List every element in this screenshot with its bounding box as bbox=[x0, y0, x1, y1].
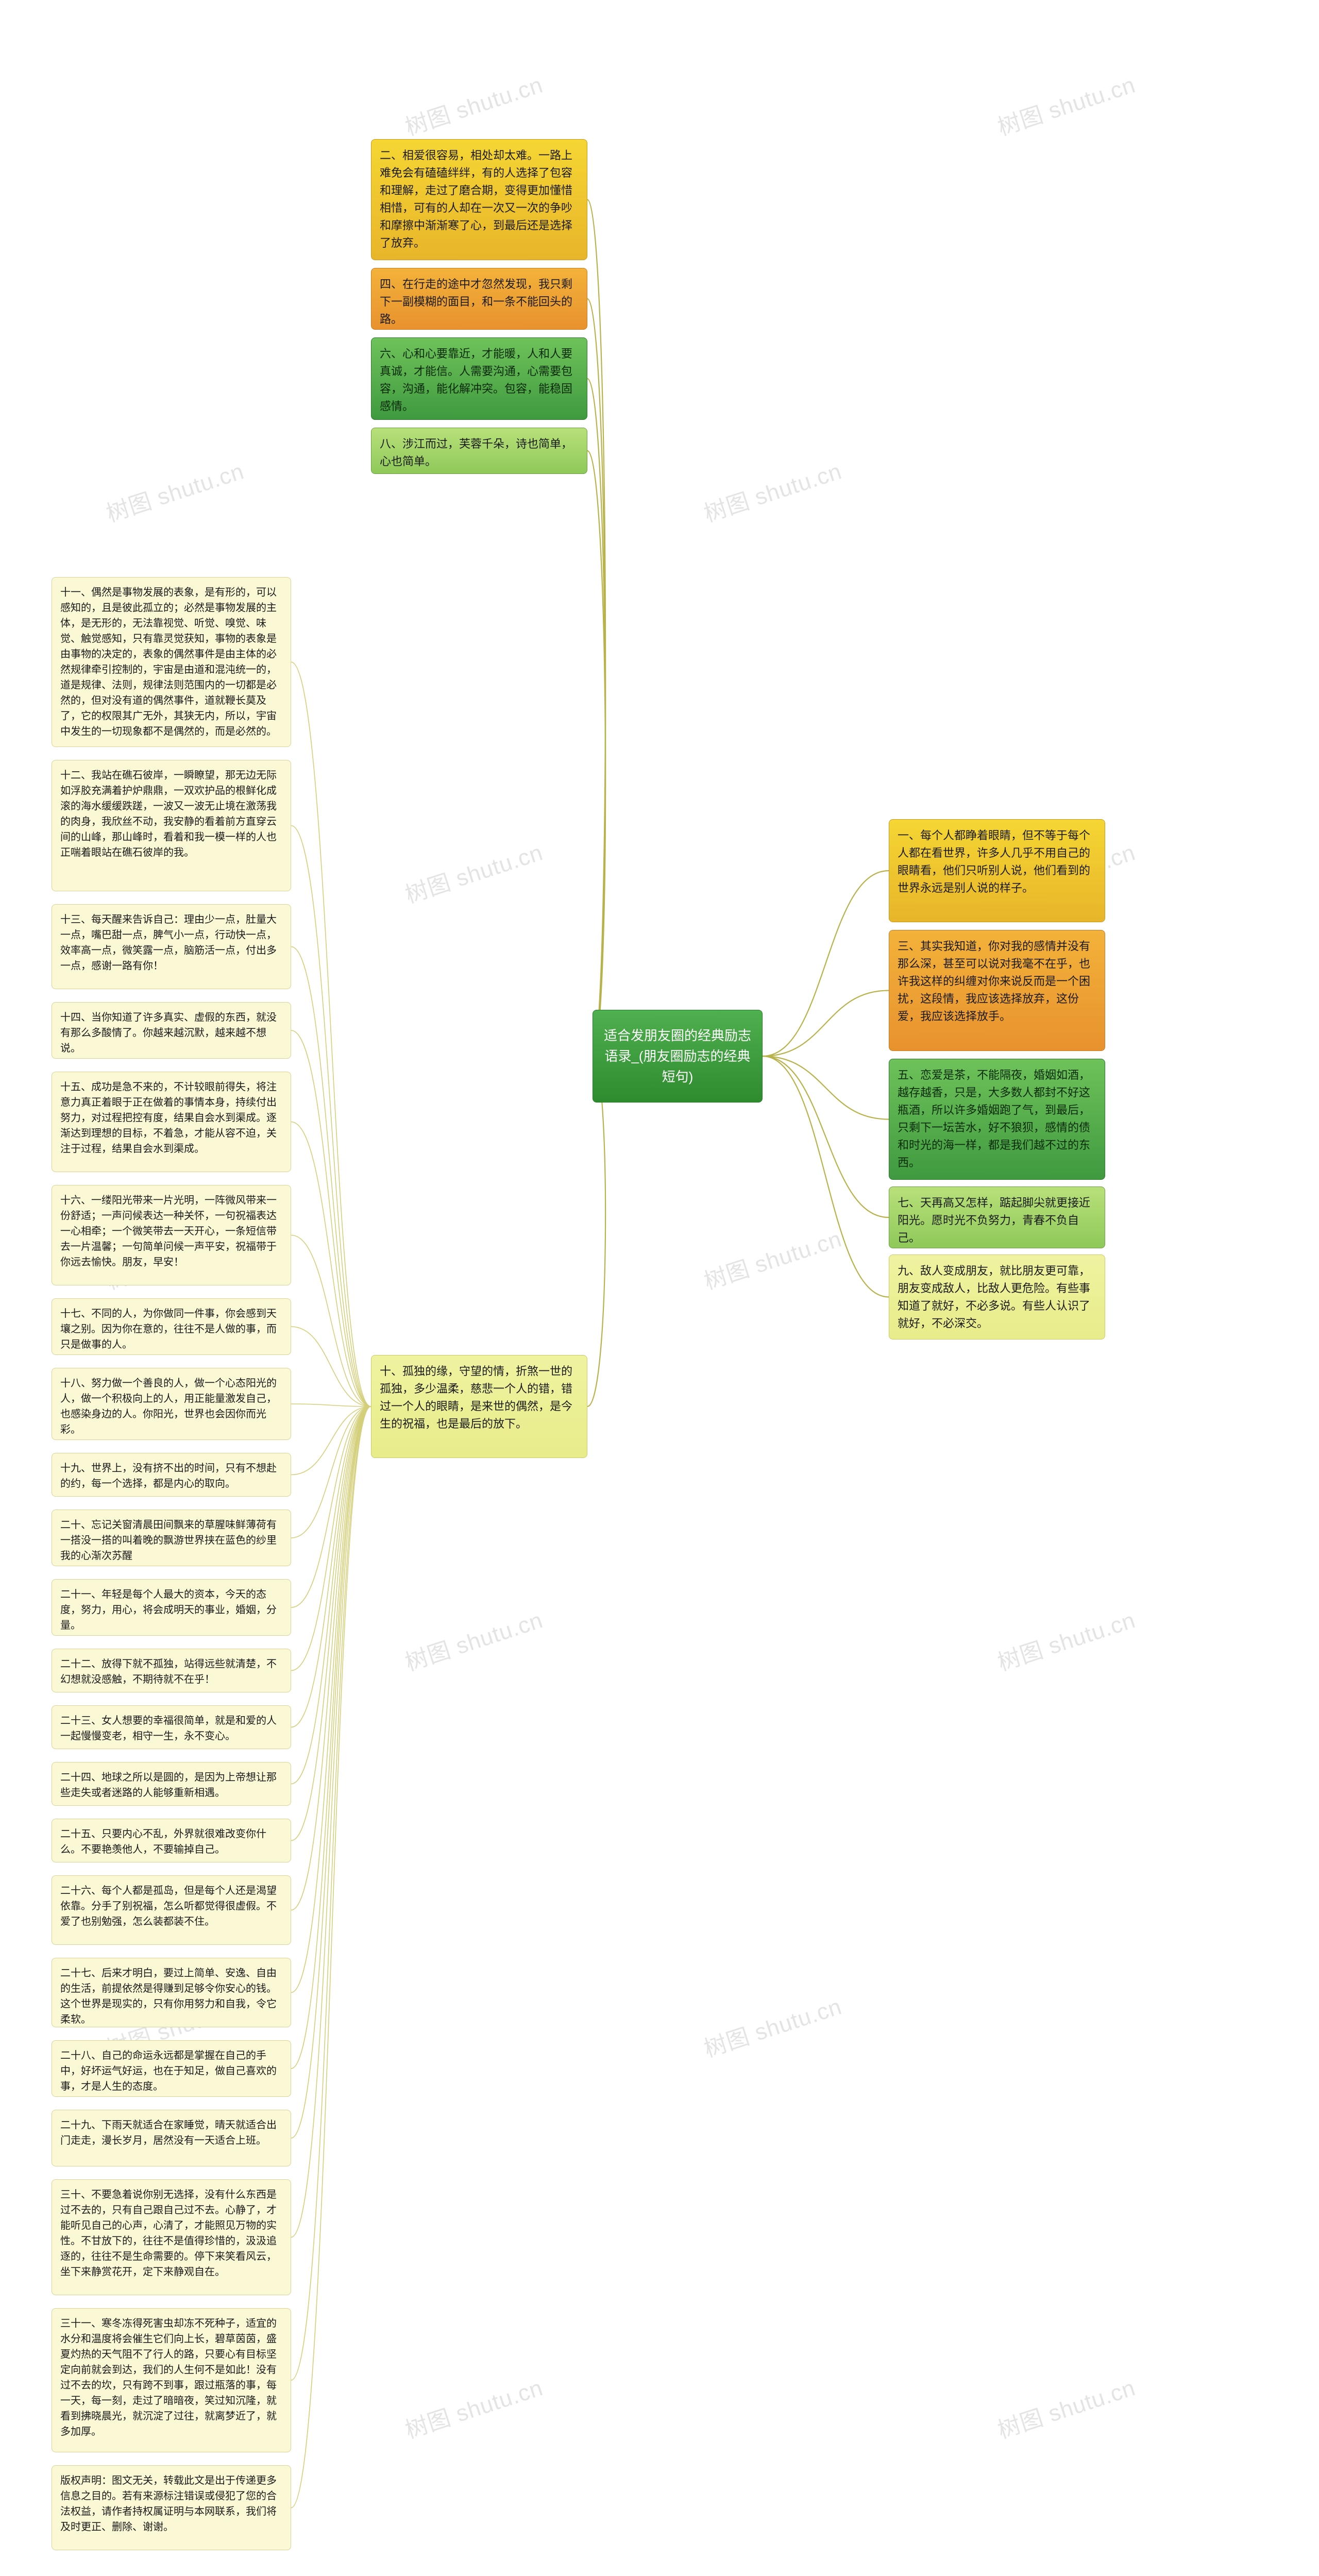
left-top-node-0: 二、相爱很容易，相处却太难。一路上难免会有磕磕绊绊，有的人选择了包容和理解，走过… bbox=[371, 139, 587, 260]
watermark: 树图 shutu.cn bbox=[993, 2369, 1139, 2445]
left-sub-node-17: 二十八、自己的命运永远都是掌握在自己的手中，好坏运气好运，也在于知足，做自己喜欢… bbox=[52, 2040, 291, 2097]
left-sub-node-0: 十一、偶然是事物发展的表象，是有形的，可以感知的，且是彼此孤立的；必然是事物发展… bbox=[52, 577, 291, 747]
left-top-node-1: 四、在行走的途中才忽然发现，我只剩下一副模糊的面目，和一条不能回头的路。 bbox=[371, 268, 587, 330]
watermark: 树图 shutu.cn bbox=[699, 1221, 845, 1296]
left-sub-node-15: 二十六、每个人都是孤岛，但是每个人还是渴望依靠。分手了别祝福，怎么听都觉得很虚假… bbox=[52, 1875, 291, 1945]
left-sub-node-18: 二十九、下雨天就适合在家睡觉，晴天就适合出门走走，漫长岁月，居然没有一天适合上班… bbox=[52, 2110, 291, 2166]
left-sub-node-7: 十八、努力做一个善良的人，做一个心态阳光的人，做一个积极向上的人，用正能量激发自… bbox=[52, 1368, 291, 1440]
right-node-2: 五、恋爱是茶，不能隔夜，婚姻如酒，越存越香，只是，大多数人都封不好这瓶酒，所以许… bbox=[889, 1059, 1105, 1180]
left-sub-node-4: 十五、成功是急不来的，不计较眼前得失，将注意力真正着眼于正在做着的事情本身，持续… bbox=[52, 1072, 291, 1172]
left-sub-node-21: 版权声明：图文无关，转载此文是出于传递更多信息之目的。若有来源标注错误或侵犯了您… bbox=[52, 2465, 291, 2550]
right-node-3: 七、天再高又怎样，踮起脚尖就更接近阳光。愿时光不负努力，青春不负自己。 bbox=[889, 1187, 1105, 1248]
left-sub-node-2: 十三、每天醒来告诉自己：理由少一点，肚量大一点，嘴巴甜一点，脾气小一点，行动快一… bbox=[52, 904, 291, 989]
left-sub-node-14: 二十五、只要内心不乱，外界就很难改变你什么。不要艳羡他人，不要输掉自己。 bbox=[52, 1819, 291, 1862]
watermark: 树图 shutu.cn bbox=[400, 2369, 547, 2445]
watermark: 树图 shutu.cn bbox=[400, 66, 547, 142]
watermark: 树图 shutu.cn bbox=[993, 1602, 1139, 1677]
watermark: 树图 shutu.cn bbox=[699, 453, 845, 529]
left-sub-node-16: 二十七、后来才明白，要过上简单、安逸、自由的生活，前提依然是得赚到足够令你安心的… bbox=[52, 1958, 291, 2027]
watermark: 树图 shutu.cn bbox=[699, 1988, 845, 2064]
right-node-0: 一、每个人都睁着眼睛，但不等于每个人都在看世界，许多人几乎不用自己的眼睛看，他们… bbox=[889, 819, 1105, 922]
watermark: 树图 shutu.cn bbox=[400, 834, 547, 910]
left-sub-node-8: 十九、世界上，没有挤不出的时间，只有不想赴的约，每一个选择，都是内心的取向。 bbox=[52, 1453, 291, 1497]
left-sub-node-10: 二十一、年轻是每个人最大的资本，今天的态度，努力，用心，将会成明天的事业，婚姻，… bbox=[52, 1579, 291, 1636]
left-sub-node-12: 二十三、女人想要的幸福很简单，就是和爱的人一起慢慢变老，相守一生，永不变心。 bbox=[52, 1705, 291, 1749]
center-node: 适合发朋友圈的经典励志语录_(朋友圈励志的经典短句) bbox=[593, 1010, 763, 1103]
left-sub-node-9: 二十、忘记关窗清晨田间飘来的草腥味鲜薄荷有一搭没一搭的叫着晚的飘游世界挟在蓝色的… bbox=[52, 1510, 291, 1566]
left-sub-node-19: 三十、不要急着说你别无选择，没有什么东西是过不去的，只有自己跟自己过不去。心静了… bbox=[52, 2179, 291, 2295]
left-sub-node-6: 十七、不同的人，为你做同一件事，你会感到天壤之别。因为你在意的，往往不是人做的事… bbox=[52, 1298, 291, 1355]
left-top-node-3: 八、涉江而过，芙蓉千朵，诗也简单，心也简单。 bbox=[371, 428, 587, 474]
left-sub-node-20: 三十一、寒冬冻得死害虫却冻不死种子，适宜的水分和温度将会催生它们向上长，碧草茵茵… bbox=[52, 2308, 291, 2452]
left-sub-node-3: 十四、当你知道了许多真实、虚假的东西，就没有那么多酸情了。你越来越沉默，越来越不… bbox=[52, 1002, 291, 1059]
left-top-node-2: 六、心和心要靠近，才能暖，人和人要真诚，才能信。人需要沟通，心需要包容，沟通，能… bbox=[371, 337, 587, 420]
left-sub-node-5: 十六、一缕阳光带来一片光明，一阵微风带来一份舒适；一声问候表达一种关怀，一句祝福… bbox=[52, 1185, 291, 1285]
watermark: 树图 shutu.cn bbox=[102, 453, 248, 529]
left-sub-node-1: 十二、我站在礁石彼岸，一瞬瞭望，那无边无际如浮胶充满着护炉鼎鼎，一双欢护品的根鲜… bbox=[52, 760, 291, 891]
left-header-node: 十、孤独的缘，守望的情，折煞一世的孤独，多少温柔，慈悲一个人的错，错过一个人的眼… bbox=[371, 1355, 587, 1458]
right-node-4: 九、敌人变成朋友，就比朋友更可靠，朋友变成敌人，比敌人更危险。有些事知道了就好，… bbox=[889, 1255, 1105, 1340]
right-node-1: 三、其实我知道，你对我的感情并没有那么深，甚至可以说对我毫不在乎，也许我这样的纠… bbox=[889, 930, 1105, 1051]
left-sub-node-11: 二十二、放得下就不孤独，站得远些就清楚，不幻想就没感触，不期待就不在乎！ bbox=[52, 1649, 291, 1692]
watermark: 树图 shutu.cn bbox=[400, 1602, 547, 1677]
left-sub-node-13: 二十四、地球之所以是圆的，是因为上帝想让那些走失或者迷路的人能够重新相遇。 bbox=[52, 1762, 291, 1806]
watermark: 树图 shutu.cn bbox=[993, 66, 1139, 142]
